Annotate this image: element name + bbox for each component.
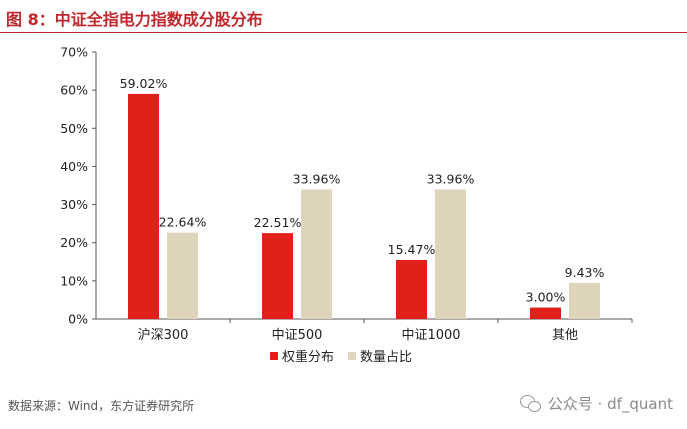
- wechat-icon: [519, 394, 542, 413]
- y-tick-label: 40%: [60, 159, 88, 174]
- x-tick-label: 中证500: [272, 328, 323, 343]
- x-tick-label: 其他: [552, 328, 578, 343]
- data-label: 33.96%: [427, 171, 475, 186]
- legend-label: 权重分布: [282, 349, 334, 365]
- bar-count: [569, 283, 600, 319]
- bar-count: [435, 189, 466, 319]
- legend-swatch: [270, 352, 278, 360]
- data-label: 15.47%: [388, 242, 436, 257]
- legend-label: 数量占比: [360, 350, 412, 365]
- x-tick-label: 沪深300: [138, 327, 189, 343]
- watermark: 公众号 · df_quant: [519, 393, 673, 414]
- y-tick-label: 70%: [60, 45, 88, 60]
- bar-weight: [128, 93, 159, 319]
- data-label: 33.96%: [293, 171, 341, 186]
- data-label: 22.64%: [159, 215, 207, 230]
- bar-count: [167, 232, 198, 319]
- data-label: 59.02%: [120, 76, 168, 91]
- data-label: 9.43%: [565, 265, 605, 280]
- x-tick-label: 中证1000: [401, 328, 460, 343]
- watermark-text: 公众号 · df_quant: [547, 395, 673, 413]
- bar-weight: [262, 233, 293, 319]
- bar-weight: [396, 259, 427, 319]
- y-tick-label: 60%: [60, 83, 88, 98]
- chart-title: 图 8：中证全指电力指数成分股分布: [6, 10, 263, 29]
- y-tick-label: 30%: [60, 197, 88, 212]
- source-note: 数据来源：Wind，东方证券研究所: [8, 399, 195, 413]
- bar-weight: [530, 307, 561, 319]
- bar-count: [301, 189, 332, 319]
- y-tick-label: 20%: [60, 235, 88, 250]
- data-label: 3.00%: [526, 290, 566, 305]
- y-tick-label: 10%: [60, 273, 88, 288]
- title-bar: 图 8：中证全指电力指数成分股分布: [0, 0, 687, 33]
- data-label: 22.51%: [254, 215, 302, 230]
- legend-swatch: [348, 352, 356, 360]
- y-tick-label: 50%: [60, 121, 88, 136]
- y-tick-label: 0%: [68, 312, 88, 327]
